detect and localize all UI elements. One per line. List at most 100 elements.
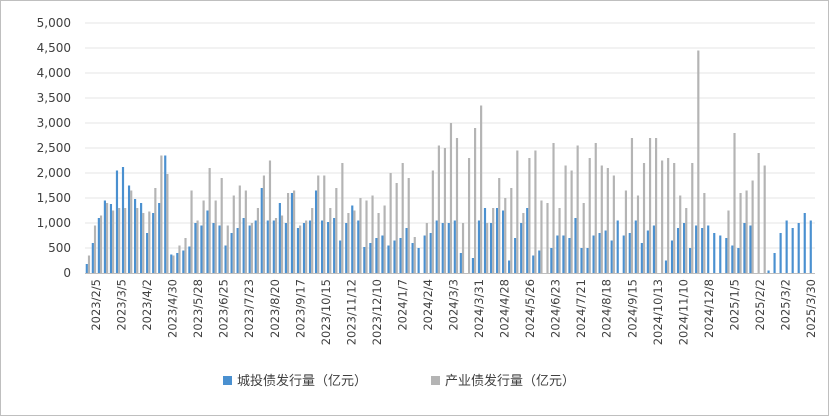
bar-industrial-bond	[455, 138, 459, 273]
bar-industrial-bond	[558, 208, 561, 273]
bar-urban-bond	[707, 225, 710, 273]
bar-industrial-bond	[106, 203, 109, 273]
bar-industrial-bond	[546, 203, 549, 273]
bar-urban-bond	[779, 233, 782, 273]
bar-urban-bond	[598, 233, 601, 273]
bar-urban-bond	[489, 223, 493, 273]
x-tick-label: 2024/7/21	[574, 279, 588, 338]
x-tick-label: 2023/2/5	[89, 279, 103, 331]
legend-swatch-industrial-bond	[431, 376, 440, 385]
x-tick-label: 2025/3/30	[804, 279, 818, 338]
bar-industrial-bond	[636, 195, 640, 273]
bar-industrial-bond	[552, 143, 555, 273]
bar-urban-bond	[592, 235, 595, 273]
bar-industrial-bond	[697, 50, 700, 273]
bar-industrial-bond	[576, 145, 579, 273]
bar-urban-bond	[646, 230, 649, 273]
bar-industrial-bond	[667, 158, 670, 273]
bar-urban-bond	[803, 213, 806, 273]
bar-urban-bond	[725, 238, 728, 273]
bar-urban-bond	[140, 203, 143, 273]
bar-urban-bond	[477, 220, 481, 273]
bar-urban-bond	[562, 235, 565, 273]
bar-industrial-bond	[703, 193, 706, 273]
bar-urban-bond	[538, 250, 541, 273]
bar-urban-bond	[417, 248, 420, 273]
bar-urban-bond	[610, 240, 613, 273]
y-tick-label: 0	[63, 266, 71, 280]
bar-industrial-bond	[160, 155, 163, 273]
bar-urban-bond	[411, 243, 414, 273]
bar-urban-bond	[321, 220, 324, 273]
bar-industrial-bond	[588, 158, 591, 273]
x-tick-label: 2024/3/31	[472, 279, 486, 338]
bar-urban-bond	[85, 264, 88, 273]
bar-urban-bond	[115, 170, 119, 273]
bar-urban-bond	[767, 270, 770, 273]
x-tick-label: 2023/12/10	[370, 279, 384, 345]
bar-industrial-bond	[172, 255, 175, 273]
bar-industrial-bond	[99, 215, 103, 273]
bar-industrial-bond	[371, 195, 374, 273]
bar-industrial-bond	[214, 200, 217, 273]
bar-urban-bond	[664, 260, 668, 273]
bar-urban-bond	[743, 223, 746, 273]
bar-industrial-bond	[166, 174, 169, 273]
bar-industrial-bond	[727, 210, 730, 273]
bar-urban-bond	[399, 238, 402, 273]
bar-industrial-bond	[480, 105, 483, 273]
bar-urban-bond	[242, 218, 245, 273]
bar-industrial-bond	[486, 223, 489, 273]
y-tick-label: 3,000	[37, 116, 71, 130]
bar-urban-bond	[176, 253, 179, 273]
x-tick-label: 2024/5/26	[523, 279, 537, 338]
bar-industrial-bond	[329, 208, 332, 273]
bar-industrial-bond	[443, 148, 447, 273]
bar-urban-bond	[302, 223, 306, 273]
x-tick-label: 2023/4/2	[140, 279, 154, 331]
bar-urban-bond	[429, 233, 432, 273]
bar-urban-bond	[158, 203, 161, 273]
bar-industrial-bond	[311, 208, 314, 273]
bar-urban-bond	[260, 188, 263, 273]
bar-industrial-bond	[733, 133, 736, 273]
bar-urban-bond	[218, 225, 221, 273]
x-tick-label: 2024/2/4	[421, 279, 435, 331]
bar-urban-bond	[152, 213, 155, 273]
x-tick-label: 2024/12/8	[702, 279, 716, 338]
y-tick-label: 2,500	[37, 141, 71, 155]
x-tick-label: 2024/11/10	[676, 279, 690, 345]
bar-industrial-bond	[226, 225, 229, 273]
bar-industrial-bond	[365, 200, 368, 273]
bar-industrial-bond	[679, 195, 682, 273]
bar-industrial-bond	[389, 173, 392, 273]
bar-urban-bond	[248, 225, 251, 273]
legend-label-industrial-bond: 产业债发行量（亿元）	[445, 373, 575, 389]
bar-urban-bond	[676, 228, 680, 273]
bar-industrial-bond	[606, 168, 609, 273]
bar-urban-bond	[188, 246, 191, 273]
bar-industrial-bond	[112, 210, 115, 273]
bar-industrial-bond	[395, 183, 398, 273]
bar-urban-bond	[230, 233, 233, 273]
x-tick-label: 2023/4/30	[166, 279, 180, 338]
bar-industrial-bond	[685, 208, 688, 273]
bar-urban-bond	[785, 220, 788, 273]
bar-industrial-bond	[564, 165, 567, 273]
bar-industrial-bond	[299, 225, 302, 273]
bar-industrial-bond	[401, 163, 404, 273]
bar-industrial-bond	[148, 211, 151, 273]
x-tick-label: 2023/11/12	[344, 279, 358, 345]
bar-industrial-bond	[600, 165, 603, 273]
bar-industrial-bond	[449, 123, 453, 273]
bar-industrial-bond	[570, 170, 573, 273]
y-tick-label: 500	[48, 241, 71, 255]
bar-urban-bond	[447, 223, 450, 273]
bar-industrial-bond	[498, 178, 501, 273]
bar-industrial-bond	[474, 128, 477, 273]
bar-urban-bond	[206, 210, 209, 273]
x-tick-label: 2024/4/28	[498, 279, 512, 338]
bar-urban-bond	[520, 223, 523, 273]
y-tick-label: 3,500	[37, 91, 71, 105]
bar-industrial-bond	[93, 225, 97, 273]
